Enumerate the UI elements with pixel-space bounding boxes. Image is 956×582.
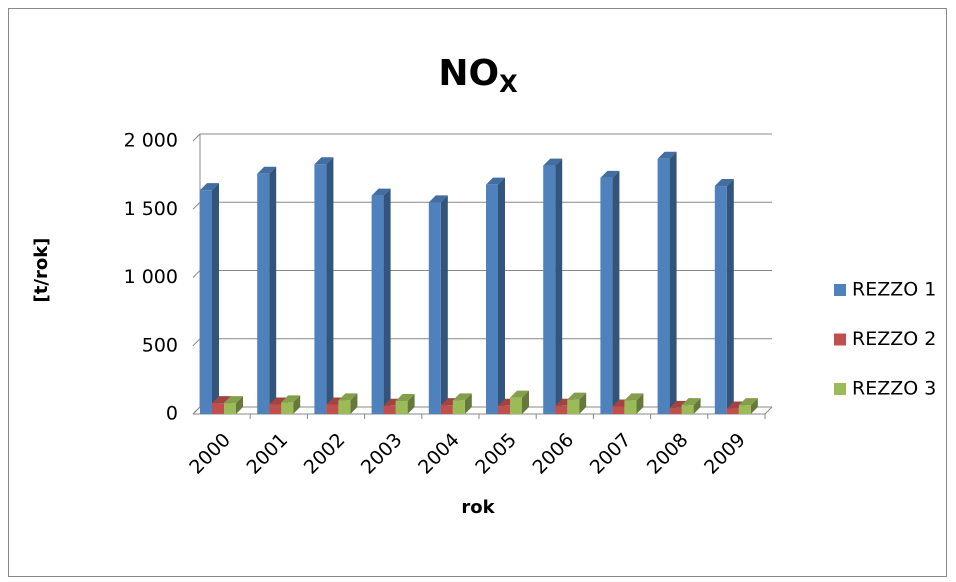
bar [555, 405, 568, 414]
bar [281, 402, 294, 414]
bar-top [452, 393, 472, 401]
bar-top [543, 158, 563, 166]
grid-line [192, 201, 201, 210]
bar-top [428, 195, 448, 203]
bar-side [750, 398, 758, 414]
chart-title: NOX [438, 53, 518, 98]
bar-top [669, 400, 689, 408]
bar [612, 406, 625, 414]
bar [326, 404, 339, 414]
bar [714, 186, 727, 414]
y-tick-label: 0 [166, 403, 178, 425]
bar [269, 404, 282, 414]
bar-side [440, 195, 448, 414]
bar [738, 405, 751, 414]
grid-line [192, 338, 201, 347]
x-axis-title: rok [461, 497, 495, 518]
bar-top [281, 395, 301, 403]
bar-top [681, 398, 701, 406]
bar-side [350, 393, 358, 414]
legend-label: REZZO 1 [852, 279, 936, 301]
bar [212, 403, 224, 414]
bar-side [522, 390, 529, 414]
bar-top [371, 188, 391, 196]
axis-line [764, 406, 773, 415]
bar [200, 190, 212, 414]
bar [669, 407, 682, 414]
bar-top [600, 170, 620, 178]
bar-top [200, 183, 219, 191]
grid-line [192, 133, 201, 142]
bar-top [624, 393, 644, 401]
y-tick-label: 1 500 [124, 198, 178, 220]
bar [452, 400, 465, 414]
bar-side [212, 183, 219, 414]
bar-side [636, 393, 644, 414]
legend-swatch [834, 284, 846, 296]
bar-side [269, 166, 277, 414]
bar [567, 399, 580, 414]
bar [600, 177, 613, 414]
bar [440, 405, 453, 414]
bar-top [486, 177, 505, 185]
bar-side [612, 170, 620, 414]
bar [726, 408, 739, 414]
y-tick-label: 1 000 [124, 266, 178, 288]
bar-side [236, 396, 243, 414]
bar-side [498, 177, 505, 414]
bar [395, 401, 408, 414]
legend-swatch [834, 333, 846, 346]
legend-label: REZZO 3 [852, 378, 936, 400]
bar-side [555, 158, 563, 414]
y-tick-label: 500 [142, 334, 178, 356]
bar-side [407, 394, 415, 414]
legend-swatch [834, 383, 846, 395]
bar [383, 405, 396, 414]
bar [657, 158, 670, 414]
grid-line [192, 406, 201, 415]
bar [681, 405, 694, 414]
bar-top [212, 396, 231, 404]
bar [543, 165, 556, 414]
legend-label: REZZO 2 [852, 328, 936, 350]
y-axis-title: [t/rok] [31, 238, 52, 303]
bar-top [657, 151, 677, 159]
bar [624, 400, 637, 414]
bar [314, 164, 327, 414]
bar [428, 202, 441, 414]
bar-side [293, 395, 301, 414]
bar [486, 184, 498, 414]
bar-top [269, 397, 289, 405]
bar-top [257, 166, 277, 174]
bar-top [338, 393, 358, 401]
bar-side [326, 157, 334, 414]
bar [498, 405, 510, 414]
bar-top [738, 398, 758, 406]
bar-top [714, 179, 734, 187]
bar [371, 195, 384, 414]
bar [338, 400, 351, 414]
bar-top [395, 394, 415, 402]
bar-top [567, 392, 587, 400]
bar-top [224, 396, 243, 404]
y-tick-label: 2 000 [124, 130, 178, 152]
bar-side [383, 188, 391, 414]
bar-side [579, 392, 587, 414]
bar-side [693, 398, 701, 414]
bar-top [510, 390, 529, 398]
bar [224, 403, 236, 414]
bar [257, 173, 270, 414]
bar-side [669, 151, 677, 414]
bar-side [464, 393, 472, 414]
title-subscript: X [499, 70, 518, 98]
bar-side [726, 179, 734, 414]
grid-line [192, 270, 201, 278]
title-main: NO [438, 53, 499, 94]
bar [510, 397, 522, 414]
chart-frame [8, 8, 947, 577]
bar-top [314, 157, 334, 165]
